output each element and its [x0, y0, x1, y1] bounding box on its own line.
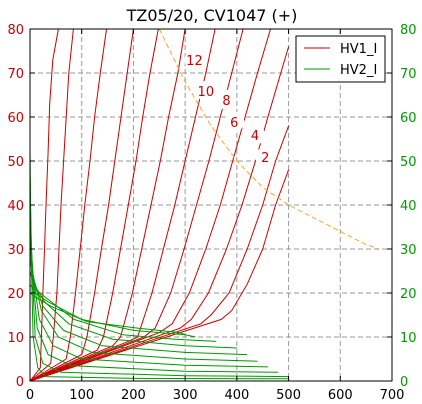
- legend-box: [295, 35, 386, 83]
- series-hv1-i-curve: [29, 46, 290, 382]
- y-tick-label-left: 20: [7, 287, 24, 302]
- y-tick-label-left: 80: [7, 23, 24, 38]
- x-tick-label: 500: [276, 388, 301, 403]
- x-tick-label: 100: [69, 388, 94, 403]
- curve-label-bg: [184, 50, 205, 71]
- series-hv1-i-curve: [29, 28, 107, 382]
- y-tick-label-left: 10: [7, 331, 24, 346]
- series-hv2-i-curve: [29, 270, 217, 342]
- y-tick-label-right: 60: [400, 111, 417, 126]
- y-tick-label-right: 80: [400, 23, 417, 38]
- y-tick-label-left: 30: [7, 243, 24, 258]
- series-hv1-i-curve: [29, 169, 290, 382]
- y-tick-label-right: 70: [400, 67, 417, 82]
- series-hv1-i-curve: [29, 125, 290, 382]
- y-tick-label-left: 70: [7, 67, 24, 82]
- curve-label-bg: [224, 111, 245, 132]
- series-hv1-i-curve: [29, 28, 271, 382]
- series-hv1-i-curve: [29, 28, 159, 382]
- curve-label: 8: [222, 94, 230, 109]
- y-tick-label-right: 10: [400, 331, 417, 346]
- series-hv1-i-curve: [29, 28, 74, 382]
- curve-label: 10: [198, 85, 215, 100]
- x-tick-label: 0: [26, 388, 34, 403]
- x-tick-label: 600: [328, 388, 353, 403]
- x-tick-label: 200: [121, 388, 146, 403]
- curve-label: 4: [251, 129, 259, 144]
- curve-label-bg: [255, 147, 276, 167]
- curve-label-bg: [216, 89, 237, 110]
- curve-label-bg: [244, 125, 265, 145]
- series-hv1-i-curve: [29, 28, 186, 382]
- legend-label-hv1: HV1_I: [340, 42, 377, 57]
- x-tick-label: 400: [224, 388, 249, 403]
- y-tick-label-right: 0: [400, 375, 408, 390]
- x-tick-label: 300: [173, 388, 198, 403]
- curve-label: 2: [261, 151, 269, 166]
- y-tick-label-left: 40: [7, 199, 24, 214]
- series-hv2-i-curve: [29, 292, 186, 336]
- legend-label-hv2: HV2_I: [340, 63, 377, 78]
- y-tick-label-right: 50: [400, 155, 417, 170]
- curve-label-bg: [195, 81, 216, 101]
- series-hv1-i-curve: [29, 28, 59, 382]
- y-tick-label-left: 0: [16, 375, 24, 390]
- y-tick-label-right: 30: [400, 243, 417, 258]
- y-tick-label-left: 60: [7, 111, 24, 126]
- curve-label: 12: [186, 54, 203, 69]
- chart-title: TZ05/20, CV1047 (+): [126, 6, 298, 25]
- y-tick-label-right: 40: [400, 199, 417, 214]
- y-tick-label-right: 20: [400, 287, 417, 302]
- series-hv1-i-curve: [29, 28, 134, 382]
- y-tick-label-left: 50: [7, 155, 24, 170]
- x-tick-label: 700: [380, 388, 405, 403]
- curve-label: 6: [230, 116, 238, 131]
- series-hv2-i-curve: [29, 257, 237, 349]
- legend: HV1_I HV2_I: [295, 35, 386, 83]
- limit-curve: [158, 28, 380, 250]
